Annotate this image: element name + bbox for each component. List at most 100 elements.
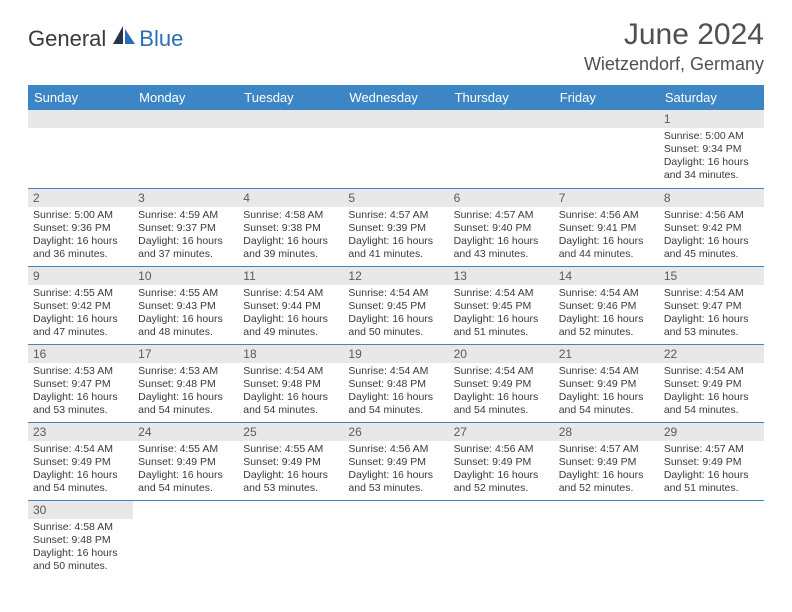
day-number: 24 (133, 423, 238, 441)
day-line-dl2: and 51 minutes. (664, 482, 759, 495)
calendar-cell (28, 110, 133, 188)
day-line-ss: Sunset: 9:37 PM (138, 222, 233, 235)
brand-text-1: General (28, 26, 106, 52)
day-line-dl2: and 45 minutes. (664, 248, 759, 261)
day-details: Sunrise: 4:55 AMSunset: 9:49 PMDaylight:… (238, 441, 343, 500)
calendar-cell (554, 500, 659, 578)
day-header: Monday (133, 85, 238, 110)
day-number: 9 (28, 267, 133, 285)
day-number: 25 (238, 423, 343, 441)
day-line-dl1: Daylight: 16 hours (559, 391, 654, 404)
day-details: Sunrise: 4:56 AMSunset: 9:42 PMDaylight:… (659, 207, 764, 266)
day-line-ss: Sunset: 9:47 PM (664, 300, 759, 313)
day-details: Sunrise: 4:57 AMSunset: 9:39 PMDaylight:… (343, 207, 448, 266)
day-line-sr: Sunrise: 4:56 AM (559, 209, 654, 222)
day-number: 6 (449, 189, 554, 207)
calendar-cell: 18Sunrise: 4:54 AMSunset: 9:48 PMDayligh… (238, 344, 343, 422)
day-header: Friday (554, 85, 659, 110)
calendar-cell (238, 110, 343, 188)
empty-daynum (554, 110, 659, 128)
calendar-cell: 17Sunrise: 4:53 AMSunset: 9:48 PMDayligh… (133, 344, 238, 422)
calendar-cell: 26Sunrise: 4:56 AMSunset: 9:49 PMDayligh… (343, 422, 448, 500)
day-line-ss: Sunset: 9:49 PM (664, 456, 759, 469)
day-header: Sunday (28, 85, 133, 110)
day-details: Sunrise: 4:54 AMSunset: 9:45 PMDaylight:… (449, 285, 554, 344)
calendar-cell: 28Sunrise: 4:57 AMSunset: 9:49 PMDayligh… (554, 422, 659, 500)
calendar-cell: 13Sunrise: 4:54 AMSunset: 9:45 PMDayligh… (449, 266, 554, 344)
day-line-sr: Sunrise: 4:59 AM (138, 209, 233, 222)
day-number: 3 (133, 189, 238, 207)
day-line-dl1: Daylight: 16 hours (664, 469, 759, 482)
day-header: Tuesday (238, 85, 343, 110)
day-number: 2 (28, 189, 133, 207)
day-line-sr: Sunrise: 4:57 AM (664, 443, 759, 456)
calendar-cell: 16Sunrise: 4:53 AMSunset: 9:47 PMDayligh… (28, 344, 133, 422)
day-line-dl2: and 54 minutes. (348, 404, 443, 417)
day-line-dl2: and 37 minutes. (138, 248, 233, 261)
day-header-row: SundayMondayTuesdayWednesdayThursdayFrid… (28, 85, 764, 110)
day-line-ss: Sunset: 9:46 PM (559, 300, 654, 313)
day-line-dl2: and 50 minutes. (348, 326, 443, 339)
day-details: Sunrise: 4:56 AMSunset: 9:49 PMDaylight:… (343, 441, 448, 500)
day-line-dl1: Daylight: 16 hours (348, 391, 443, 404)
day-line-ss: Sunset: 9:42 PM (664, 222, 759, 235)
day-line-dl1: Daylight: 16 hours (33, 313, 128, 326)
calendar: SundayMondayTuesdayWednesdayThursdayFrid… (28, 85, 764, 578)
day-line-dl1: Daylight: 16 hours (454, 391, 549, 404)
empty-daynum (449, 110, 554, 128)
day-line-sr: Sunrise: 4:57 AM (348, 209, 443, 222)
day-details: Sunrise: 4:56 AMSunset: 9:49 PMDaylight:… (449, 441, 554, 500)
day-line-dl2: and 39 minutes. (243, 248, 338, 261)
location: Wietzendorf, Germany (584, 54, 764, 75)
day-line-sr: Sunrise: 4:53 AM (138, 365, 233, 378)
day-number: 5 (343, 189, 448, 207)
day-line-dl2: and 44 minutes. (559, 248, 654, 261)
day-line-ss: Sunset: 9:41 PM (559, 222, 654, 235)
day-line-sr: Sunrise: 4:54 AM (664, 365, 759, 378)
day-number: 28 (554, 423, 659, 441)
day-line-dl1: Daylight: 16 hours (559, 235, 654, 248)
day-line-sr: Sunrise: 4:54 AM (559, 287, 654, 300)
day-line-sr: Sunrise: 4:55 AM (138, 287, 233, 300)
day-line-dl2: and 51 minutes. (454, 326, 549, 339)
day-details: Sunrise: 4:55 AMSunset: 9:43 PMDaylight:… (133, 285, 238, 344)
day-line-sr: Sunrise: 4:54 AM (664, 287, 759, 300)
day-line-sr: Sunrise: 4:55 AM (33, 287, 128, 300)
calendar-cell (449, 110, 554, 188)
day-number: 20 (449, 345, 554, 363)
day-line-sr: Sunrise: 4:55 AM (138, 443, 233, 456)
day-line-dl2: and 53 minutes. (664, 326, 759, 339)
day-number: 13 (449, 267, 554, 285)
day-line-dl1: Daylight: 16 hours (33, 235, 128, 248)
day-line-dl1: Daylight: 16 hours (243, 313, 338, 326)
day-line-dl2: and 53 minutes. (348, 482, 443, 495)
calendar-cell: 1Sunrise: 5:00 AMSunset: 9:34 PMDaylight… (659, 110, 764, 188)
day-line-ss: Sunset: 9:48 PM (243, 378, 338, 391)
day-number: 1 (659, 110, 764, 128)
day-details: Sunrise: 5:00 AMSunset: 9:34 PMDaylight:… (659, 128, 764, 187)
day-number: 15 (659, 267, 764, 285)
day-number: 21 (554, 345, 659, 363)
day-line-ss: Sunset: 9:34 PM (664, 143, 759, 156)
calendar-week: 1Sunrise: 5:00 AMSunset: 9:34 PMDaylight… (28, 110, 764, 188)
day-details: Sunrise: 5:00 AMSunset: 9:36 PMDaylight:… (28, 207, 133, 266)
day-number: 17 (133, 345, 238, 363)
day-number: 8 (659, 189, 764, 207)
day-line-sr: Sunrise: 4:54 AM (559, 365, 654, 378)
day-number: 7 (554, 189, 659, 207)
day-line-dl1: Daylight: 16 hours (348, 235, 443, 248)
calendar-cell: 4Sunrise: 4:58 AMSunset: 9:38 PMDaylight… (238, 188, 343, 266)
day-line-dl1: Daylight: 16 hours (664, 156, 759, 169)
day-line-dl2: and 48 minutes. (138, 326, 233, 339)
day-line-dl2: and 50 minutes. (33, 560, 128, 573)
day-line-ss: Sunset: 9:43 PM (138, 300, 233, 313)
day-details: Sunrise: 4:57 AMSunset: 9:49 PMDaylight:… (659, 441, 764, 500)
day-details: Sunrise: 4:54 AMSunset: 9:45 PMDaylight:… (343, 285, 448, 344)
day-line-ss: Sunset: 9:45 PM (454, 300, 549, 313)
day-line-ss: Sunset: 9:38 PM (243, 222, 338, 235)
day-line-sr: Sunrise: 4:54 AM (454, 287, 549, 300)
day-number: 30 (28, 501, 133, 519)
day-line-ss: Sunset: 9:49 PM (348, 456, 443, 469)
day-line-ss: Sunset: 9:49 PM (559, 378, 654, 391)
day-line-dl1: Daylight: 16 hours (664, 391, 759, 404)
